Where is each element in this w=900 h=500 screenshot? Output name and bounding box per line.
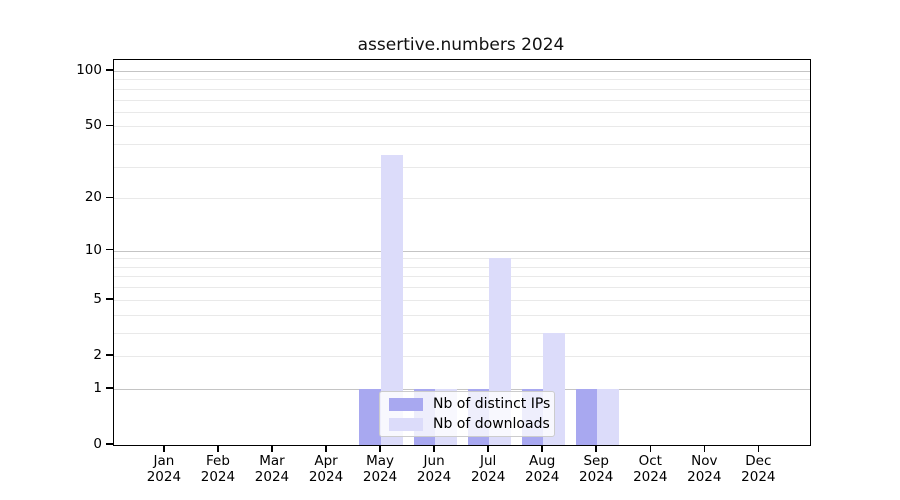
x-tick-label-jun: Jun 2024 bbox=[416, 453, 452, 485]
legend-label-distinct-ips: Nb of distinct IPs bbox=[433, 396, 551, 412]
x-tick-mark bbox=[379, 445, 381, 452]
gridline-minor bbox=[114, 88, 810, 90]
gridline-minor bbox=[114, 258, 810, 260]
y-tick-mark bbox=[106, 354, 113, 356]
gridline-minor bbox=[114, 299, 810, 301]
bar-downloads-may bbox=[381, 154, 403, 445]
legend-swatch-distinct-ips-icon bbox=[389, 397, 423, 411]
x-tick-mark bbox=[271, 445, 273, 452]
x-tick-mark bbox=[217, 445, 219, 452]
y-tick-mark bbox=[106, 248, 113, 251]
y-tick-mark bbox=[106, 124, 113, 127]
x-tick-mark bbox=[757, 445, 760, 452]
gridline-minor bbox=[114, 144, 810, 146]
x-tick-label-dec: Dec 2024 bbox=[741, 453, 776, 485]
bar-downloads-sep bbox=[597, 388, 619, 445]
gridline-major bbox=[114, 70, 810, 72]
y-tick-label-1: 1 bbox=[93, 379, 102, 396]
legend-item-distinct-ips: Nb of distinct IPs bbox=[389, 396, 554, 412]
gridline-minor bbox=[114, 79, 810, 81]
gridline-minor bbox=[114, 287, 810, 289]
gridline-minor bbox=[114, 99, 810, 101]
x-tick-label-jan: Jan 2024 bbox=[146, 453, 182, 485]
y-tick-label-10: 10 bbox=[84, 241, 102, 258]
gridline-minor bbox=[114, 166, 810, 168]
bar-distinct-ips-sep bbox=[575, 388, 598, 445]
x-tick-label-apr: Apr 2024 bbox=[308, 453, 344, 485]
y-tick-label-0: 0 bbox=[93, 436, 102, 452]
gridline-minor bbox=[114, 355, 810, 357]
plot-area: Nb of distinct IPs Nb of downloads bbox=[113, 59, 811, 446]
legend: Nb of distinct IPs Nb of downloads bbox=[379, 391, 555, 437]
x-tick-label-nov: Nov 2024 bbox=[687, 453, 722, 485]
legend-swatch-downloads-icon bbox=[389, 417, 423, 431]
x-tick-label-aug: Aug 2024 bbox=[524, 453, 560, 485]
y-tick-mark bbox=[106, 443, 113, 445]
chart-title: assertive.numbers 2024 bbox=[357, 35, 565, 55]
y-tick-label-2: 2 bbox=[93, 346, 102, 363]
x-tick-mark bbox=[433, 445, 435, 452]
x-tick-label-sep: Sep 2024 bbox=[579, 453, 614, 485]
gridline-minor bbox=[114, 266, 810, 268]
y-tick-mark bbox=[106, 298, 113, 300]
gridline-major bbox=[114, 388, 810, 390]
y-tick-label-20: 20 bbox=[84, 189, 102, 206]
x-tick-mark bbox=[649, 445, 651, 452]
gridline-minor bbox=[114, 276, 810, 278]
x-tick-label-oct: Oct 2024 bbox=[633, 453, 668, 485]
x-tick-label-feb: Feb 2024 bbox=[200, 453, 236, 485]
x-tick-label-mar: Mar 2024 bbox=[254, 453, 290, 485]
x-tick-mark bbox=[487, 445, 489, 452]
bar-distinct-ips-may bbox=[359, 388, 382, 445]
gridline-minor bbox=[114, 314, 810, 316]
gridline-minor bbox=[114, 198, 810, 200]
y-tick-label-100: 100 bbox=[76, 61, 102, 78]
x-tick-mark bbox=[325, 445, 327, 452]
y-tick-mark bbox=[106, 196, 113, 199]
x-tick-mark bbox=[703, 445, 706, 452]
gridline-minor bbox=[114, 111, 810, 113]
x-tick-label-jul: Jul 2024 bbox=[470, 453, 506, 485]
gridline-minor bbox=[114, 126, 810, 128]
y-tick-label-50: 50 bbox=[84, 117, 102, 134]
gridline-major bbox=[114, 250, 810, 252]
y-tick-label-5: 5 bbox=[93, 290, 102, 307]
x-tick-mark bbox=[163, 445, 165, 452]
legend-label-downloads: Nb of downloads bbox=[433, 416, 550, 432]
legend-item-downloads: Nb of downloads bbox=[389, 416, 554, 432]
y-tick-mark bbox=[106, 387, 113, 389]
x-tick-label-may: May 2024 bbox=[362, 453, 398, 485]
y-tick-mark bbox=[106, 69, 113, 71]
x-tick-mark bbox=[595, 445, 597, 452]
gridline-minor bbox=[114, 332, 810, 334]
x-tick-mark bbox=[541, 445, 543, 452]
